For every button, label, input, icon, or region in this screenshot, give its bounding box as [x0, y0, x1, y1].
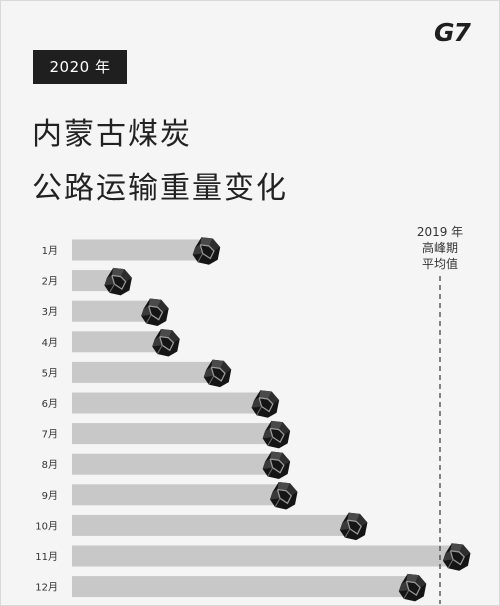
bar [72, 453, 275, 475]
month-label: 10月 [35, 520, 58, 532]
bar [72, 423, 275, 445]
bar [72, 484, 282, 506]
month-label: 3月 [42, 306, 58, 318]
month-label: 2月 [42, 276, 58, 288]
bar [72, 300, 153, 322]
title-line-2: 公路运输重量变化 [32, 171, 288, 206]
bar [72, 361, 216, 383]
bar [72, 331, 164, 353]
reference-label-line-2: 高峰期 [422, 240, 458, 255]
bar [72, 576, 411, 598]
month-label: 4月 [42, 337, 58, 349]
bar [72, 392, 264, 414]
bar [72, 239, 205, 261]
reference-label-line-1: 2019 年 [417, 225, 463, 239]
bar [72, 545, 455, 567]
month-label: 7月 [42, 429, 58, 441]
reference-label-line-3: 平均值 [422, 256, 458, 271]
title-line-1: 内蒙古煤炭 [32, 117, 192, 152]
year-badge: 2020 年 [33, 50, 127, 84]
month-label: 9月 [42, 490, 58, 502]
month-label: 12月 [35, 582, 58, 594]
bar [72, 514, 352, 536]
g7-logo: G7 [434, 18, 471, 47]
month-label: 5月 [42, 367, 58, 379]
month-label: 11月 [35, 551, 58, 563]
page-title: 内蒙古煤炭 公路运输重量变化 [32, 108, 288, 216]
month-label: 1月 [42, 245, 58, 257]
month-label: 8月 [42, 459, 58, 471]
month-label: 6月 [42, 398, 58, 410]
